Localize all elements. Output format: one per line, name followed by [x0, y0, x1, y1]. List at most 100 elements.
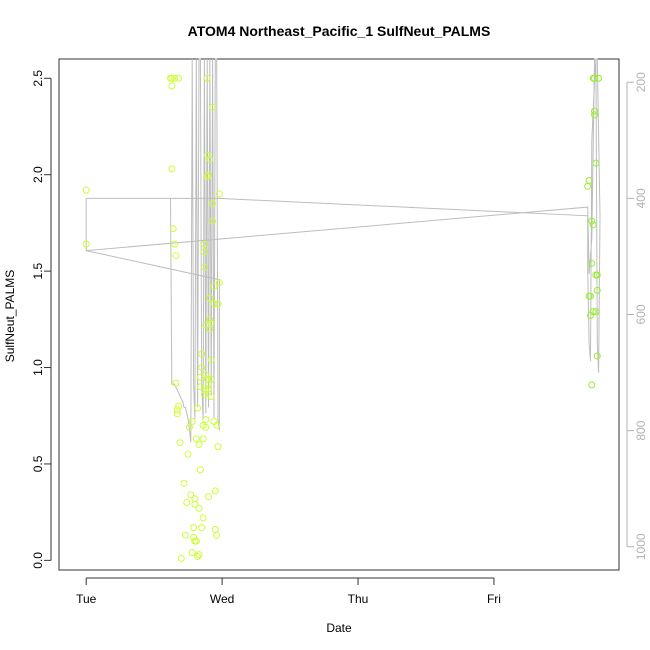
data-point [175, 74, 183, 82]
data-point [585, 177, 593, 184]
data-point [195, 551, 203, 559]
data-point [195, 504, 203, 512]
y-tick-label: 1.0 [31, 359, 45, 376]
y-tick-label: 2.0 [31, 166, 45, 183]
x-axis-label: Date [326, 621, 352, 635]
data-point [210, 300, 218, 308]
data-point [588, 259, 596, 267]
data-point [82, 240, 90, 248]
data-point [198, 524, 206, 532]
x-tick-label: Thu [348, 592, 369, 606]
chart-title: ATOM4 Northeast_Pacific_1 SulfNeut_PALMS [188, 23, 491, 39]
data-point [180, 479, 188, 487]
data-point [213, 421, 221, 429]
x-axis: Tue Wed Thu Fri [76, 577, 501, 606]
data-point [588, 217, 596, 225]
data-point [190, 524, 198, 532]
data-point [194, 553, 202, 560]
data-point [207, 319, 215, 327]
data-point [210, 283, 218, 290]
data-point [171, 74, 178, 82]
data-point [591, 74, 598, 82]
data-point [169, 225, 177, 233]
data-point [191, 495, 199, 503]
data-point [591, 107, 598, 115]
data-point [592, 159, 600, 167]
data-point [192, 537, 200, 545]
points-layer [82, 74, 603, 562]
data-point [206, 155, 214, 163]
data-point [194, 404, 202, 412]
data-point [209, 103, 217, 111]
data-point [198, 364, 206, 371]
data-point [82, 186, 90, 194]
data-point [205, 171, 212, 179]
data-point [214, 300, 222, 308]
x-tick-label: Tue [76, 592, 97, 606]
altitude-line-layer [85, 58, 601, 443]
right-tick-label: 200 [634, 72, 648, 92]
data-point [187, 491, 195, 499]
data-point [188, 418, 196, 425]
y-tick-label: 2.5 [31, 70, 45, 87]
data-point [595, 74, 603, 82]
data-point [213, 531, 221, 539]
right-tick-label: 800 [634, 420, 648, 440]
data-point [188, 549, 196, 557]
data-point [206, 294, 214, 302]
data-point [198, 350, 206, 358]
data-point [183, 499, 191, 506]
data-point [173, 410, 181, 418]
data-point [168, 165, 176, 173]
data-point [202, 371, 210, 379]
data-point [593, 271, 601, 279]
data-point [205, 385, 212, 393]
data-point [200, 391, 208, 398]
data-point [202, 423, 210, 431]
data-point [172, 379, 180, 387]
y-axis-right: 200 400 600 800 1000 [626, 72, 648, 560]
data-point [587, 292, 594, 300]
data-point [593, 352, 601, 360]
x-tick-label: Fri [487, 592, 501, 606]
right-tick-label: 400 [634, 188, 648, 208]
data-point [215, 279, 223, 287]
right-tick-label: 1000 [634, 533, 648, 560]
plot-frame [58, 58, 620, 571]
right-tick-label: 600 [634, 304, 648, 324]
altitude-line-1 [85, 58, 601, 373]
y-tick-label: 1.5 [31, 262, 45, 279]
data-point [215, 190, 223, 198]
data-point [191, 500, 199, 508]
data-point [168, 74, 176, 82]
y-tick-label: 0.0 [31, 552, 45, 569]
data-point [192, 435, 200, 443]
data-point [184, 450, 192, 458]
data-point [206, 315, 214, 323]
data-point [209, 200, 217, 208]
data-point [207, 375, 215, 383]
data-point [205, 381, 212, 389]
x-tick-label: Wed [210, 592, 234, 606]
data-point [181, 531, 189, 539]
data-point [199, 435, 207, 443]
data-point [173, 406, 181, 414]
data-point [593, 286, 601, 294]
y-tick-label: 0.5 [31, 455, 45, 472]
data-point [196, 466, 204, 474]
data-point [196, 383, 204, 391]
data-point [203, 74, 211, 82]
data-point [171, 240, 178, 248]
data-point [200, 263, 208, 271]
data-point [209, 217, 217, 225]
data-point [214, 443, 222, 451]
data-point [176, 439, 184, 447]
data-point [200, 240, 208, 248]
data-point [205, 493, 212, 501]
y-axis: 0.0 0.5 1.0 1.5 2.0 2.5 [31, 70, 52, 569]
data-point [589, 308, 597, 316]
data-point [195, 441, 203, 449]
data-point [199, 514, 207, 522]
data-point [211, 487, 219, 495]
